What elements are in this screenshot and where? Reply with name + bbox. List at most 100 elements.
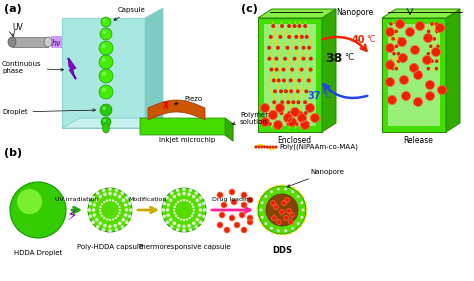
Text: Drug loading: Drug loading xyxy=(211,197,252,202)
Circle shape xyxy=(169,218,173,221)
Circle shape xyxy=(385,60,394,69)
Circle shape xyxy=(101,17,111,27)
Circle shape xyxy=(180,200,182,202)
Text: °C: °C xyxy=(322,92,331,101)
Circle shape xyxy=(427,30,430,33)
Circle shape xyxy=(297,24,301,28)
Circle shape xyxy=(161,208,165,212)
Circle shape xyxy=(309,67,313,72)
Circle shape xyxy=(198,213,201,217)
Circle shape xyxy=(435,67,438,71)
Circle shape xyxy=(202,202,206,205)
Circle shape xyxy=(194,191,198,195)
Polygon shape xyxy=(382,9,460,18)
Circle shape xyxy=(239,212,245,218)
Circle shape xyxy=(224,227,230,233)
Text: Nanopore: Nanopore xyxy=(337,8,374,17)
Circle shape xyxy=(101,203,103,205)
Polygon shape xyxy=(382,18,446,132)
Circle shape xyxy=(279,111,283,115)
Circle shape xyxy=(430,59,434,63)
Circle shape xyxy=(221,202,227,208)
Circle shape xyxy=(400,76,409,85)
Polygon shape xyxy=(68,58,76,79)
Circle shape xyxy=(300,35,304,39)
Circle shape xyxy=(229,189,235,195)
Circle shape xyxy=(177,201,179,203)
Circle shape xyxy=(301,57,306,61)
Circle shape xyxy=(275,103,284,112)
Circle shape xyxy=(92,213,96,217)
Circle shape xyxy=(241,192,247,198)
Circle shape xyxy=(203,208,207,212)
Circle shape xyxy=(300,67,304,72)
Circle shape xyxy=(282,67,285,72)
Circle shape xyxy=(290,212,294,217)
Ellipse shape xyxy=(44,37,52,47)
Circle shape xyxy=(307,46,311,50)
Circle shape xyxy=(397,52,400,56)
Circle shape xyxy=(192,212,195,214)
Circle shape xyxy=(162,202,166,205)
Circle shape xyxy=(100,212,102,214)
Polygon shape xyxy=(62,118,163,128)
Circle shape xyxy=(261,201,264,204)
Text: °C: °C xyxy=(366,35,375,44)
Circle shape xyxy=(296,100,301,104)
Circle shape xyxy=(99,41,113,55)
Circle shape xyxy=(280,210,284,214)
Circle shape xyxy=(173,206,176,208)
Circle shape xyxy=(17,189,42,214)
Circle shape xyxy=(115,228,118,232)
Circle shape xyxy=(173,195,176,198)
Circle shape xyxy=(217,192,223,198)
Circle shape xyxy=(120,225,124,229)
Circle shape xyxy=(435,30,439,33)
Circle shape xyxy=(297,195,300,198)
Circle shape xyxy=(266,146,269,148)
Circle shape xyxy=(286,100,290,104)
Circle shape xyxy=(183,199,185,201)
Circle shape xyxy=(282,201,286,205)
Circle shape xyxy=(272,146,274,148)
Circle shape xyxy=(113,224,117,228)
Circle shape xyxy=(303,100,307,104)
Circle shape xyxy=(162,215,166,218)
Circle shape xyxy=(102,188,105,192)
Circle shape xyxy=(199,221,203,224)
Circle shape xyxy=(241,227,247,233)
Circle shape xyxy=(271,201,275,205)
Text: UV irradiation: UV irradiation xyxy=(55,197,99,202)
Circle shape xyxy=(99,85,113,99)
Circle shape xyxy=(413,98,422,106)
Circle shape xyxy=(264,222,267,225)
Circle shape xyxy=(276,219,282,225)
Text: Capsule: Capsule xyxy=(114,7,146,20)
Circle shape xyxy=(272,78,276,82)
Circle shape xyxy=(191,203,193,205)
Circle shape xyxy=(395,44,398,48)
Circle shape xyxy=(389,59,392,63)
Circle shape xyxy=(272,100,276,104)
Circle shape xyxy=(301,216,303,219)
Circle shape xyxy=(108,187,112,191)
Circle shape xyxy=(177,224,181,228)
Circle shape xyxy=(88,215,92,218)
Circle shape xyxy=(261,216,264,219)
Circle shape xyxy=(310,114,319,123)
Circle shape xyxy=(108,229,112,233)
Circle shape xyxy=(99,221,102,225)
Circle shape xyxy=(391,67,394,71)
Circle shape xyxy=(270,227,273,230)
Polygon shape xyxy=(148,100,205,120)
Text: Modification: Modification xyxy=(129,197,167,202)
Circle shape xyxy=(170,191,173,195)
Circle shape xyxy=(102,228,105,232)
Circle shape xyxy=(99,69,113,83)
Circle shape xyxy=(299,111,302,115)
Circle shape xyxy=(103,217,105,219)
Circle shape xyxy=(285,46,290,50)
Circle shape xyxy=(217,222,223,228)
Circle shape xyxy=(182,229,186,233)
Circle shape xyxy=(124,203,128,207)
